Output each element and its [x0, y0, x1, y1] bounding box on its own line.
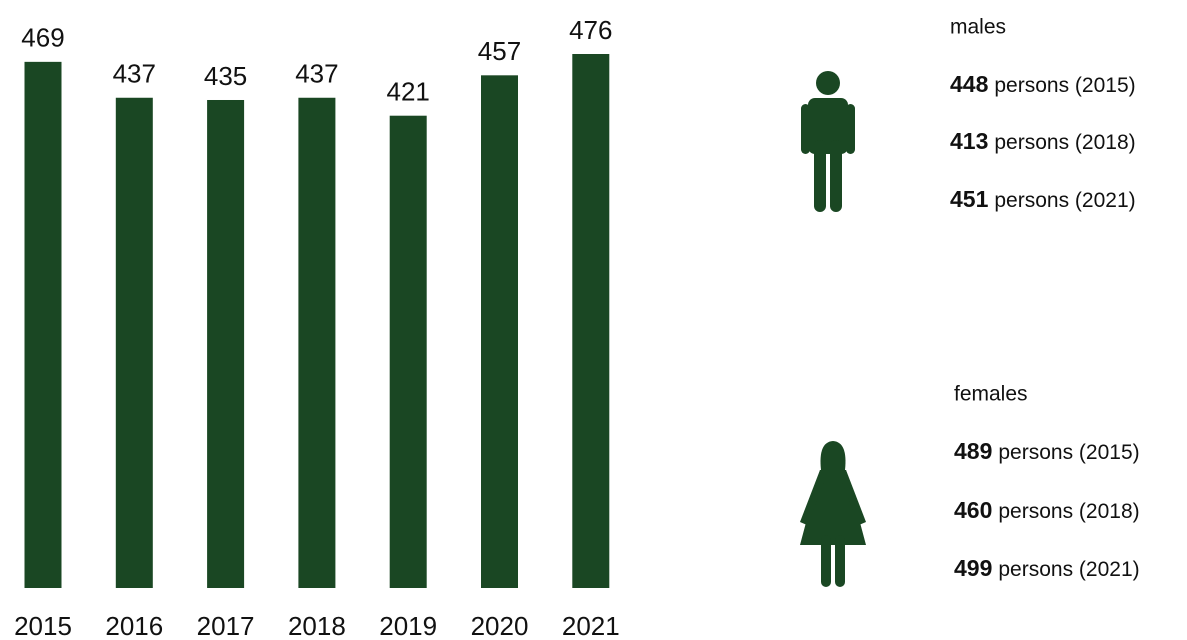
- item-text: persons (2018): [998, 500, 1139, 523]
- x-tick-label: 2016: [105, 611, 163, 640]
- item-value: 499: [954, 555, 992, 581]
- panel-label: males: [950, 16, 1006, 39]
- item-value: 451: [950, 186, 989, 212]
- panel-item: 499 persons (2021): [954, 555, 1140, 581]
- value-label: 421: [387, 77, 430, 107]
- bar: [298, 97, 336, 588]
- value-label: 435: [204, 61, 247, 91]
- item-value: 448: [950, 71, 989, 97]
- panel-item: 460 persons (2018): [954, 497, 1140, 523]
- x-tick-label: 2020: [471, 611, 529, 640]
- item-text: persons (2018): [994, 131, 1135, 154]
- value-label: 476: [569, 15, 612, 45]
- panel-item: 448 persons (2015): [950, 71, 1136, 97]
- value-label: 469: [21, 23, 64, 53]
- item-text: persons (2015): [994, 74, 1135, 97]
- item-text: persons (2021): [994, 189, 1135, 212]
- female-icon: [800, 441, 866, 587]
- panel-item: 489 persons (2015): [954, 438, 1140, 464]
- item-text: persons (2015): [998, 441, 1139, 464]
- value-label: 437: [295, 59, 338, 89]
- bar: [115, 97, 153, 588]
- panel-item: 451 persons (2021): [950, 186, 1136, 212]
- panel-label: females: [954, 383, 1028, 406]
- x-tick-label: 2018: [288, 611, 346, 640]
- item-text: persons (2021): [998, 558, 1139, 581]
- value-label: 457: [478, 36, 521, 66]
- value-label: 437: [113, 59, 156, 89]
- bar: [24, 61, 62, 588]
- item-value: 460: [954, 497, 992, 523]
- bar: [572, 54, 610, 588]
- x-tick-label: 2017: [197, 611, 255, 640]
- x-tick-label: 2019: [379, 611, 437, 640]
- x-tick-label: 2015: [14, 611, 72, 640]
- item-value: 489: [954, 438, 992, 464]
- panel-item: 413 persons (2018): [950, 128, 1136, 154]
- x-tick-label: 2021: [562, 611, 620, 640]
- male-icon: [801, 71, 855, 212]
- item-value: 413: [950, 128, 988, 154]
- bar: [207, 99, 245, 589]
- bar: [481, 75, 518, 588]
- bar: [389, 115, 427, 588]
